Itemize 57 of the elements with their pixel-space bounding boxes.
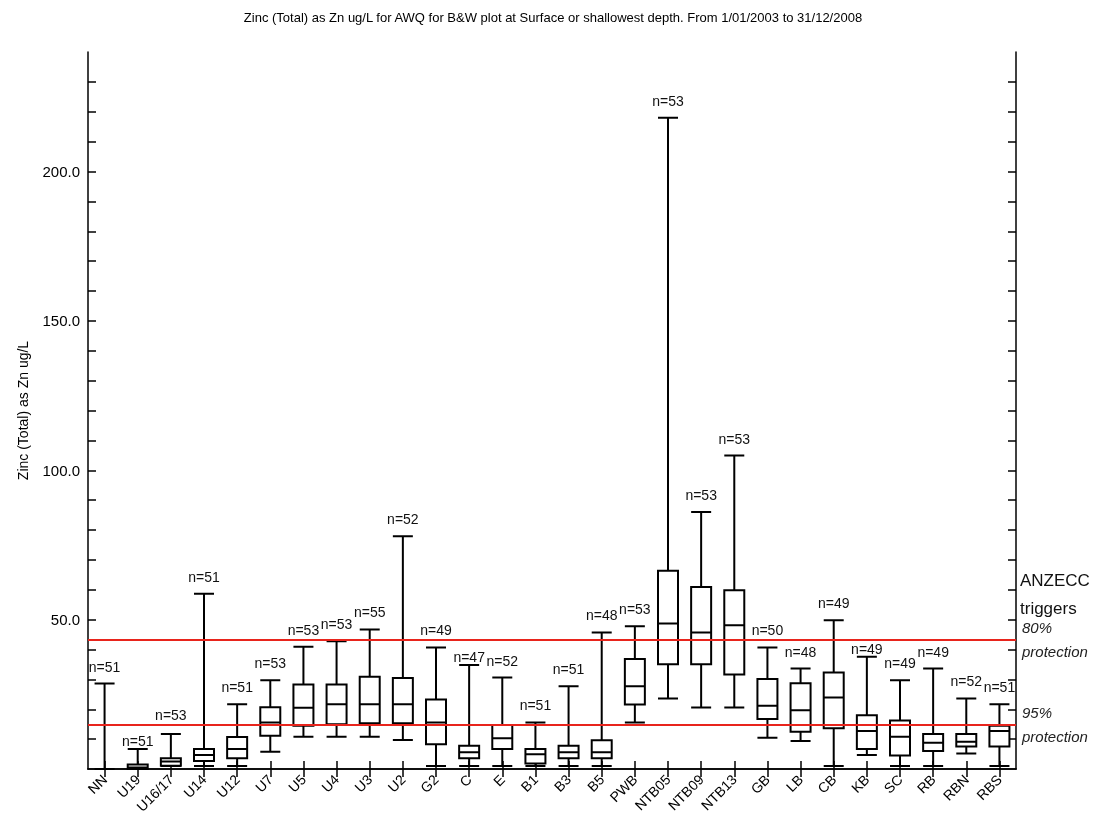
x-tick-label: E — [490, 771, 508, 790]
annotation: n=49 — [851, 640, 883, 657]
x-tick-label: GB — [747, 771, 774, 797]
annotation: n=49 — [917, 643, 950, 660]
y-tick-label: 150.0 — [42, 312, 80, 330]
annotation: n=55 — [353, 604, 386, 621]
annotation: n=48 — [585, 607, 618, 624]
x-tick-label: CB — [814, 771, 840, 797]
annotation: n=53 — [155, 706, 187, 723]
annotation: n=51 — [88, 658, 121, 675]
x-tick-label: U12 — [213, 771, 243, 801]
annotation: n=51 — [221, 679, 254, 696]
x-tick-label: U5 — [285, 771, 310, 796]
y-tick-label: 100.0 — [42, 461, 80, 479]
x-tick-label: LB — [782, 771, 807, 795]
x-tick-label: SC — [880, 771, 906, 797]
chart-title: Zinc (Total) as Zn ug/L for AWQ for B&W plot at Surface or shallowest depth. From 1/01/2003 to 31/12/2008 — [243, 10, 863, 25]
annotation: n=52 — [950, 673, 983, 690]
x-tick-label: B3 — [550, 771, 575, 795]
y-tick-label: 200.0 — [42, 163, 80, 180]
annotation: n=52 — [486, 652, 519, 669]
annotation: n=53 — [320, 616, 353, 633]
y-axis-title: Zinc (Total) as Zn ug/L — [15, 340, 31, 481]
x-tick-label: KB — [848, 771, 873, 796]
annotation: n=53 — [254, 655, 287, 672]
annotation: n=51 — [519, 697, 552, 714]
x-tick-label: B5 — [583, 771, 608, 795]
annotation: n=49 — [884, 655, 916, 672]
y-tick-label: 50.0 — [50, 611, 80, 629]
x-tick-label: U14 — [180, 771, 210, 801]
x-tick-label: G2 — [417, 771, 442, 796]
annotation: n=51 — [121, 732, 154, 749]
annotation: n=53 — [718, 430, 751, 447]
annotation: n=51 — [983, 679, 1016, 696]
ref-line-label: 80% protection — [1021, 619, 1088, 661]
annotation: n=50 — [751, 621, 784, 638]
x-tick-label: C — [456, 771, 475, 790]
annotation: n=51 — [552, 661, 585, 678]
annotation: n=52 — [387, 511, 419, 528]
x-tick-label: U7 — [251, 771, 277, 796]
annotation: n=53 — [685, 487, 718, 504]
text: ANZECC triggers — [1020, 570, 1095, 618]
x-tick-label: B1 — [517, 771, 542, 795]
annotation: n=47 — [453, 649, 486, 666]
annotation: n=49 — [420, 621, 452, 638]
x-tick-label: U2 — [384, 771, 409, 796]
annotation: n=48 — [784, 643, 817, 660]
x-tick-label: RB — [913, 771, 939, 797]
annotation: n=49 — [817, 595, 850, 612]
x-tick-label: U3 — [351, 771, 376, 796]
annotation: n=53 — [287, 621, 320, 638]
annotation: n=53 — [652, 92, 684, 109]
x-tick-label: NN — [84, 771, 111, 797]
ref-line-label: 95% protection — [1021, 704, 1088, 746]
annotation: n=51 — [188, 568, 220, 585]
annotation: n=53 — [619, 601, 651, 618]
x-tick-label: U4 — [318, 771, 343, 796]
